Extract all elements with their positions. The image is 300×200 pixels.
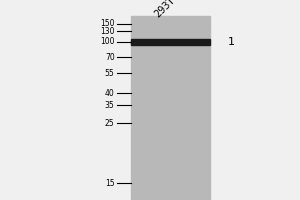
Bar — [130, 39, 210, 45]
Text: 100: 100 — [100, 38, 115, 46]
Text: 35: 35 — [105, 100, 115, 110]
Text: 293T: 293T — [152, 0, 177, 20]
Text: 130: 130 — [100, 26, 115, 36]
Text: 40: 40 — [105, 88, 115, 98]
Text: 55: 55 — [105, 68, 115, 77]
Bar — [130, 16, 210, 200]
Text: 25: 25 — [105, 118, 115, 128]
Text: 70: 70 — [105, 52, 115, 62]
Text: 1: 1 — [228, 37, 235, 47]
Text: 150: 150 — [100, 20, 115, 28]
Text: 15: 15 — [105, 178, 115, 188]
